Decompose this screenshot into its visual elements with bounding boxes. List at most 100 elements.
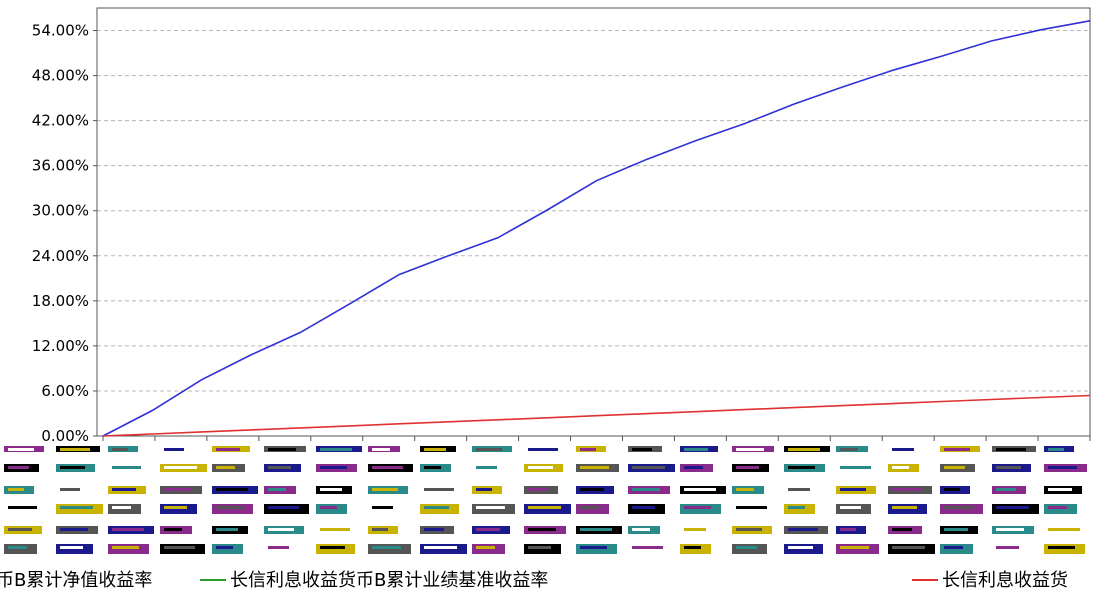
garbled-label-stripe [580,448,596,451]
garbled-label-stripe [320,546,345,549]
y-tick-label: 6.00% [41,382,89,400]
garbled-label-stripe [736,546,757,549]
garbled-label-stripe [60,448,90,451]
garbled-label-stripe [216,488,248,491]
x-axis-ticks [102,436,1091,441]
garbled-label-stripe [788,448,820,451]
garbled-label-stripe [892,528,912,531]
garbled-label-stripe [528,506,561,509]
garbled-label-stripe [892,546,925,549]
garbled-label-stripe [112,488,136,491]
legend-label-1: 币B累计净值收益率 [0,570,152,591]
garbled-label-stripe [632,448,652,451]
garbled-label-stripe [60,488,80,491]
garbled-label-stripe [580,488,604,491]
garbled-label-stripe [840,546,869,549]
y-tick-label: 36.00% [32,157,89,175]
garbled-label-stripe [840,528,856,531]
garbled-label-stripe [8,546,27,549]
garbled-label-stripe [684,528,706,531]
garbled-x-axis-labels [4,446,1090,554]
garbled-label-stripe [736,466,759,469]
garbled-label-stripe [788,528,818,531]
garbled-label-stripe [996,506,1029,509]
garbled-label-stripe [1048,506,1067,509]
garbled-label-stripe [424,448,446,451]
garbled-label-stripe [528,448,558,451]
garbled-label-stripe [840,488,866,491]
garbled-label-stripe [996,488,1016,491]
garbled-label-stripe [892,466,909,469]
garbled-label-stripe [1048,448,1064,451]
garbled-label-stripe [268,448,296,451]
garbled-label-stripe [60,506,93,509]
garbled-label-stripe [372,488,398,491]
garbled-label-stripe [944,506,973,509]
garbled-label-stripe [268,488,286,491]
garbled-label-stripe [840,448,858,451]
garbled-label-stripe [268,466,291,469]
garbled-label-stripe [476,546,495,549]
garbled-label-stripe [528,528,556,531]
garbled-label-stripe [580,546,607,549]
y-tick-label: 12.00% [32,337,89,355]
garbled-label-stripe [736,488,754,491]
y-tick-label: 0.00% [41,427,89,445]
y-tick-label: 48.00% [32,67,89,85]
garbled-label-stripe [112,506,131,509]
garbled-label-stripe [476,488,492,491]
garbled-label-stripe [372,528,388,531]
garbled-label-stripe [580,506,599,509]
garbled-label-stripe [164,488,192,491]
garbled-label-stripe [112,546,139,549]
garbled-label-stripe [944,466,965,469]
garbled-label-stripe [8,506,37,509]
garbled-label-stripe [8,488,24,491]
garbled-label-stripe [424,466,441,469]
garbled-label-stripe [1048,528,1080,531]
garbled-label-stripe [164,448,184,451]
garbled-label-stripe [320,528,350,531]
garbled-label-stripe [216,528,238,531]
garbled-label-stripe [268,546,289,549]
garbled-label-stripe [632,488,660,491]
garbled-label-stripe [996,528,1024,531]
garbled-label-stripe [944,528,968,531]
garbled-label-stripe [476,506,505,509]
y-tick-label: 24.00% [32,247,89,265]
garbled-label-stripe [996,466,1021,469]
garbled-label-stripe [632,466,665,469]
garbled-label-stripe [424,528,444,531]
garbled-label-stripe [996,448,1026,451]
garbled-label-stripe [372,506,393,509]
garbled-label-stripe [372,448,390,451]
garbled-label-stripe [892,506,917,509]
y-tick-label: 18.00% [32,292,89,310]
garbled-label-stripe [684,466,703,469]
legend-label-2: 长信利息收益货币B累计业绩基准收益率 [230,570,548,591]
grid-lines [97,30,1090,392]
garbled-label-stripe [8,466,29,469]
garbled-label-stripe [528,466,553,469]
garbled-label-stripe [528,488,548,491]
garbled-label-stripe [684,506,711,509]
garbled-label-stripe [216,546,233,549]
garbled-label-stripe [424,506,449,509]
garbled-label-stripe [840,506,861,509]
garbled-label-stripe [788,488,810,491]
garbled-label-stripe [632,506,655,509]
garbled-label-stripe [320,448,352,451]
garbled-label-stripe [684,546,701,549]
garbled-label-stripe [736,506,767,509]
garbled-label-stripe [1048,466,1077,469]
plot-area-frame [96,7,1091,437]
y-tick-label: 30.00% [32,202,89,220]
legend: 币B累计净值收益率 长信利息收益货币B累计业绩基准收益率 长信利息收益货 [0,570,1068,591]
garbled-label-stripe [424,488,454,491]
garbled-label-stripe [320,488,342,491]
garbled-label-stripe [164,528,182,531]
garbled-label-stripe [112,448,128,451]
garbled-label-stripe [944,448,970,451]
garbled-label-stripe [372,466,403,469]
